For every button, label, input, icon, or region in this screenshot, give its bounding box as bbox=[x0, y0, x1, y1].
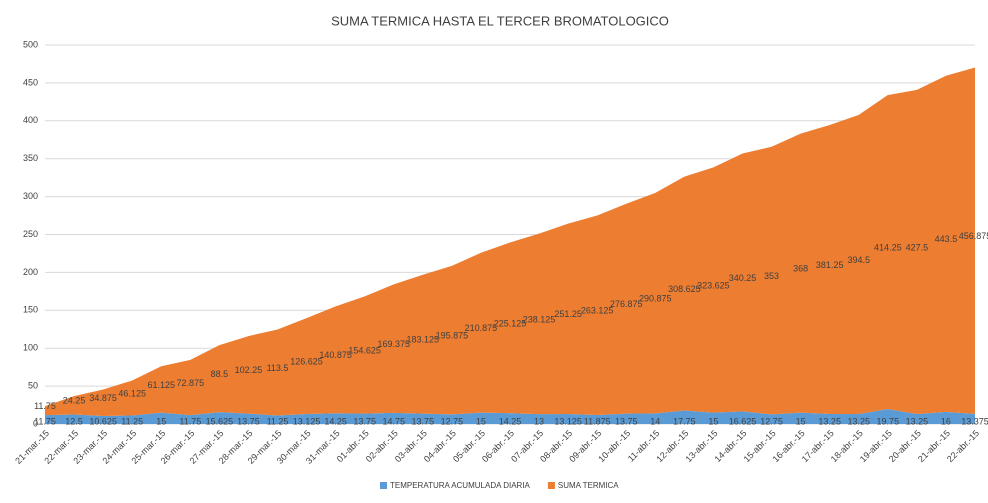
data-label: 102.25 bbox=[235, 365, 263, 375]
data-label: 353 bbox=[764, 271, 779, 281]
data-label: 12.75 bbox=[441, 416, 464, 426]
data-label: 13.25 bbox=[847, 416, 870, 426]
data-label: 225.125 bbox=[494, 318, 527, 328]
data-label: 13.125 bbox=[554, 416, 582, 426]
data-label: 88.5 bbox=[211, 369, 229, 379]
y-tick-label: 200 bbox=[23, 267, 38, 277]
data-label: 11.75 bbox=[34, 401, 56, 411]
data-label: 238.125 bbox=[523, 314, 556, 324]
data-label: 19.75 bbox=[877, 416, 900, 426]
data-label: 13.75 bbox=[237, 416, 260, 426]
y-tick-label: 150 bbox=[23, 305, 38, 315]
data-label: 16 bbox=[941, 416, 951, 426]
data-label: 15 bbox=[708, 416, 718, 426]
y-tick-label: 0 bbox=[33, 418, 38, 428]
data-label: 34.875 bbox=[89, 393, 117, 403]
data-label: 14.25 bbox=[324, 416, 347, 426]
data-label: 251.25 bbox=[554, 309, 582, 319]
area bbox=[45, 409, 975, 424]
legend-swatch bbox=[380, 482, 387, 489]
data-label: 263.125 bbox=[581, 306, 614, 316]
data-label: 13.25 bbox=[818, 416, 841, 426]
data-label: 13.375 bbox=[961, 416, 988, 426]
legend-label: TEMPERATURA ACUMULADA DIARIA bbox=[390, 481, 531, 490]
data-label: 10.625 bbox=[89, 416, 117, 426]
data-label: 13.75 bbox=[353, 416, 376, 426]
data-label: 13.75 bbox=[615, 416, 638, 426]
data-label: 113.5 bbox=[267, 363, 289, 373]
area bbox=[45, 67, 975, 416]
data-label: 169.375 bbox=[377, 339, 410, 349]
y-tick-label: 400 bbox=[23, 115, 38, 125]
data-label: 72.875 bbox=[177, 378, 205, 388]
data-label: 183.125 bbox=[407, 335, 440, 345]
data-label: 14.25 bbox=[499, 416, 522, 426]
legend-swatch bbox=[547, 482, 555, 489]
y-tick-label: 450 bbox=[23, 77, 38, 87]
data-label: 456.875 bbox=[959, 231, 988, 241]
data-label: 14.75 bbox=[382, 416, 405, 426]
y-tick-label: 500 bbox=[23, 39, 38, 49]
data-label: 414.25 bbox=[874, 242, 902, 252]
data-label: 11.75 bbox=[179, 416, 201, 426]
data-label: 195.875 bbox=[436, 330, 469, 340]
data-label: 394.5 bbox=[847, 255, 870, 265]
y-tick-label: 50 bbox=[28, 380, 38, 390]
data-label: 340.25 bbox=[729, 273, 757, 283]
data-label: 381.25 bbox=[816, 260, 844, 270]
y-tick-label: 300 bbox=[23, 191, 38, 201]
data-label: 15 bbox=[796, 416, 806, 426]
data-label: 61.125 bbox=[147, 380, 175, 390]
data-label: 308.625 bbox=[668, 284, 701, 294]
data-label: 16.625 bbox=[729, 416, 757, 426]
data-label: 443.5 bbox=[935, 234, 958, 244]
data-label: 13 bbox=[534, 416, 544, 426]
data-label: 15 bbox=[156, 416, 166, 426]
x-tick-label: 22-abr.-15 bbox=[945, 428, 981, 464]
data-label: 14 bbox=[650, 416, 660, 426]
y-tick-label: 350 bbox=[23, 153, 38, 163]
data-label: 11.25 bbox=[121, 416, 143, 426]
chart-title: SUMA TERMICA HASTA EL TERCER BROMATOLOGI… bbox=[331, 13, 669, 28]
data-label: 210.875 bbox=[465, 323, 498, 333]
data-label: 290.875 bbox=[639, 294, 672, 304]
data-label: 126.625 bbox=[290, 356, 323, 366]
data-label: 11.875 bbox=[584, 416, 611, 426]
data-label: 13.75 bbox=[412, 416, 435, 426]
data-label: 17.75 bbox=[673, 416, 696, 426]
y-tick-label: 100 bbox=[23, 343, 38, 353]
data-label: 154.625 bbox=[348, 345, 381, 355]
data-label: 12.5 bbox=[65, 416, 83, 426]
data-label: 323.625 bbox=[697, 280, 730, 290]
data-label: 276.875 bbox=[610, 299, 643, 309]
data-label: 15 bbox=[476, 416, 486, 426]
data-label: 24.25 bbox=[63, 396, 86, 406]
data-label: 13.25 bbox=[906, 416, 929, 426]
data-label: 140.875 bbox=[319, 350, 352, 360]
y-tick-label: 250 bbox=[23, 229, 38, 239]
data-label: 46.125 bbox=[118, 388, 146, 398]
data-label: 11.25 bbox=[267, 416, 289, 426]
data-label: 15.625 bbox=[206, 416, 234, 426]
data-label: 368 bbox=[793, 264, 808, 274]
data-label: 13.125 bbox=[293, 416, 321, 426]
data-label: 12.75 bbox=[760, 416, 783, 426]
data-label: 427.5 bbox=[906, 242, 929, 252]
legend-label: SUMA TERMICA bbox=[558, 481, 619, 490]
data-label: 11.75 bbox=[34, 416, 56, 426]
